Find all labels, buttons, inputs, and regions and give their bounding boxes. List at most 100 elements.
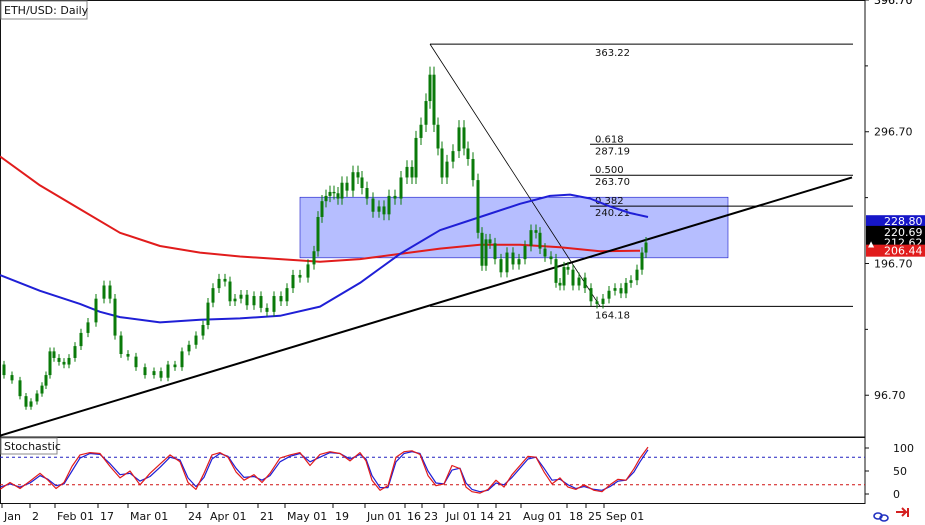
candle-body: [424, 101, 428, 125]
candle-body: [543, 248, 547, 257]
stoch-tick-label: 50: [893, 465, 907, 478]
time-tick-label: Mar 01: [130, 510, 168, 523]
candle-body: [336, 193, 340, 199]
candle-body: [619, 288, 623, 294]
candle-body: [233, 298, 237, 302]
candle-body: [180, 351, 184, 368]
candle-body: [166, 364, 170, 378]
candle-body: [245, 294, 249, 306]
fib-low-label: 164.18: [595, 310, 630, 321]
fib-618-price: 287.19: [595, 146, 630, 157]
trendline: [0, 176, 853, 437]
time-tick-label: 2: [32, 510, 39, 523]
moving-average-red: [0, 155, 641, 263]
stochastic-panel[interactable]: [0, 437, 866, 504]
candle-body: [488, 239, 492, 244]
candle-body: [399, 177, 403, 199]
fib-500-ratio: 0.500: [595, 165, 624, 176]
price-badge-black-a-bg: [866, 225, 925, 238]
time-tick-label: 17: [100, 510, 114, 523]
candle-body: [259, 296, 263, 308]
price-tick-label: 396.70: [874, 0, 913, 7]
candle-body: [480, 232, 484, 266]
candle-body: [371, 198, 375, 212]
candle-body: [529, 230, 533, 246]
symbol-label-box: [0, 0, 88, 20]
candle-body: [640, 252, 644, 270]
candle-body: [589, 288, 593, 302]
price-badge-blue: 228.80: [884, 215, 923, 228]
time-tick-label: 21: [260, 510, 274, 523]
candle-body: [102, 285, 106, 299]
candle-body: [194, 335, 198, 345]
candle-body: [265, 307, 269, 312]
candle-body: [644, 242, 648, 253]
price-tick-label: 96.70: [874, 389, 906, 402]
fib-382-ratio: 0.382: [595, 196, 624, 207]
link-icon[interactable]: [873, 512, 889, 522]
candle-body: [505, 252, 509, 273]
candle-body: [462, 127, 466, 149]
candle-body: [393, 195, 397, 199]
price-badge-black-a: 220.69: [884, 226, 923, 239]
time-tick-label: Sep 01: [606, 510, 644, 523]
candle-body: [511, 252, 515, 265]
stoch-tick-label: 0: [893, 488, 900, 501]
candle-body: [187, 344, 191, 352]
candle-body: [62, 361, 66, 365]
time-tick-label: 14: [480, 510, 494, 523]
candle-body: [624, 282, 628, 294]
candle-body: [324, 195, 328, 202]
candle-body: [328, 191, 332, 196]
candle-body: [484, 239, 488, 266]
moving-average-blue: [0, 193, 649, 324]
candle-body: [48, 351, 52, 376]
candle-body: [471, 159, 475, 181]
price-badge-red: 206.44: [884, 245, 923, 258]
candle-body: [332, 191, 336, 194]
candle-body: [206, 302, 210, 326]
candle-body: [29, 401, 33, 407]
candle-body: [360, 177, 364, 189]
candle-body: [44, 375, 48, 386]
candle-body: [67, 357, 71, 365]
candle-body: [316, 216, 320, 252]
time-tick-label: Feb 01: [57, 510, 94, 523]
time-tick-label: Aug 01: [523, 510, 562, 523]
candle-body: [119, 335, 123, 355]
stochastic-panel-frame: [0, 437, 866, 504]
indicator-label-box: [0, 437, 58, 455]
candle-body: [306, 264, 310, 278]
candle-body: [134, 356, 138, 368]
candle-body: [223, 278, 227, 282]
candle-body: [345, 182, 349, 191]
candle-body: [607, 290, 611, 299]
candle-body: [143, 367, 147, 376]
candle-body: [432, 74, 436, 125]
candle-body: [173, 364, 177, 368]
arrow-right-icon[interactable]: [896, 507, 909, 517]
candle-body: [410, 166, 414, 178]
candle-body: [445, 161, 449, 178]
stoch-tick-label: 100: [893, 442, 914, 455]
candle-body: [217, 278, 221, 289]
candle-body: [558, 282, 562, 286]
time-tick-label: 18: [569, 510, 583, 523]
candle-body: [517, 259, 521, 265]
time-tick-label: Apr 01: [210, 510, 247, 523]
time-tick-label: Jul 01: [445, 510, 477, 523]
stochastic-k-line: [0, 446, 649, 494]
candle-body: [239, 294, 243, 299]
candle-body: [419, 124, 423, 138]
candle-body: [577, 277, 581, 286]
highlight-zone: [299, 196, 729, 259]
candle-body: [566, 267, 570, 270]
candle-body: [549, 256, 553, 260]
candle-body: [57, 357, 61, 362]
candle-body: [10, 375, 14, 381]
time-tick-label: May 01: [287, 510, 327, 523]
stochastic-d-line: [0, 449, 649, 493]
candle-body: [94, 298, 98, 323]
candle-body: [298, 274, 302, 278]
